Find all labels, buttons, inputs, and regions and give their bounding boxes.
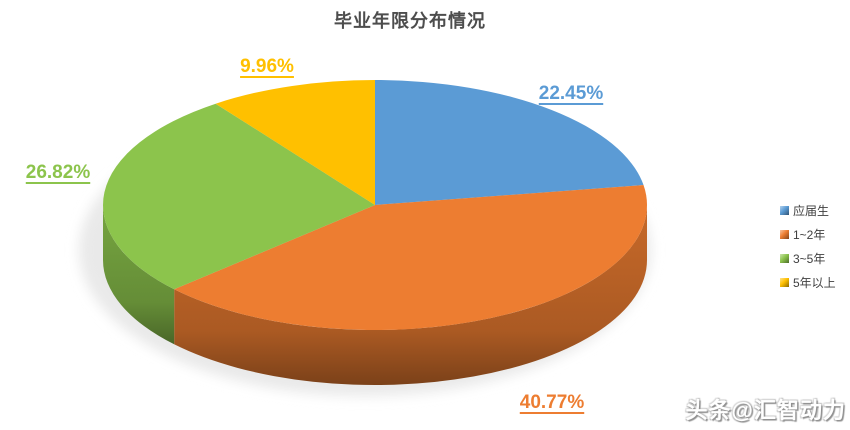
- legend-item-3-5-years: 3~5年: [780, 250, 836, 267]
- data-label-1-2-years: 40.77%: [519, 392, 585, 413]
- legend-item-label: 应届生: [793, 204, 830, 218]
- legend-item-1-2-years: 1~2年: [780, 226, 836, 243]
- legend-swatch-icon: [780, 206, 789, 215]
- legend-item-label: 5年以上: [793, 276, 836, 290]
- legend-item-label: 1~2年: [793, 228, 826, 242]
- legend-item-fresh-graduate: 应届生: [780, 202, 836, 219]
- data-label-fresh-graduate: 22.45%: [538, 83, 604, 104]
- data-label-over-5-years: 9.96%: [240, 56, 294, 77]
- watermark: 头条@汇智动力: [685, 398, 846, 423]
- pie-slice-5年以上: [215, 80, 375, 205]
- legend-swatch-icon: [780, 254, 789, 263]
- legend-item-over-5-years: 5年以上: [780, 274, 836, 291]
- pie-slice-3~5年: [102, 103, 375, 290]
- legend-swatch-icon: [780, 278, 789, 287]
- pie-slice-应届生: [375, 80, 644, 205]
- pie-slice-1~2年: [174, 185, 648, 331]
- chart-title: 毕业年限分布情况: [334, 11, 486, 31]
- legend-swatch-icon: [780, 230, 789, 239]
- pie-side-1~2年: [174, 205, 647, 385]
- pie-side-3~5年: [102, 205, 175, 345]
- data-label-3-5-years: 26.82%: [25, 162, 91, 183]
- legend: 应届生 1~2年 3~5年 5年以上: [780, 202, 836, 291]
- legend-item-label: 3~5年: [793, 252, 826, 266]
